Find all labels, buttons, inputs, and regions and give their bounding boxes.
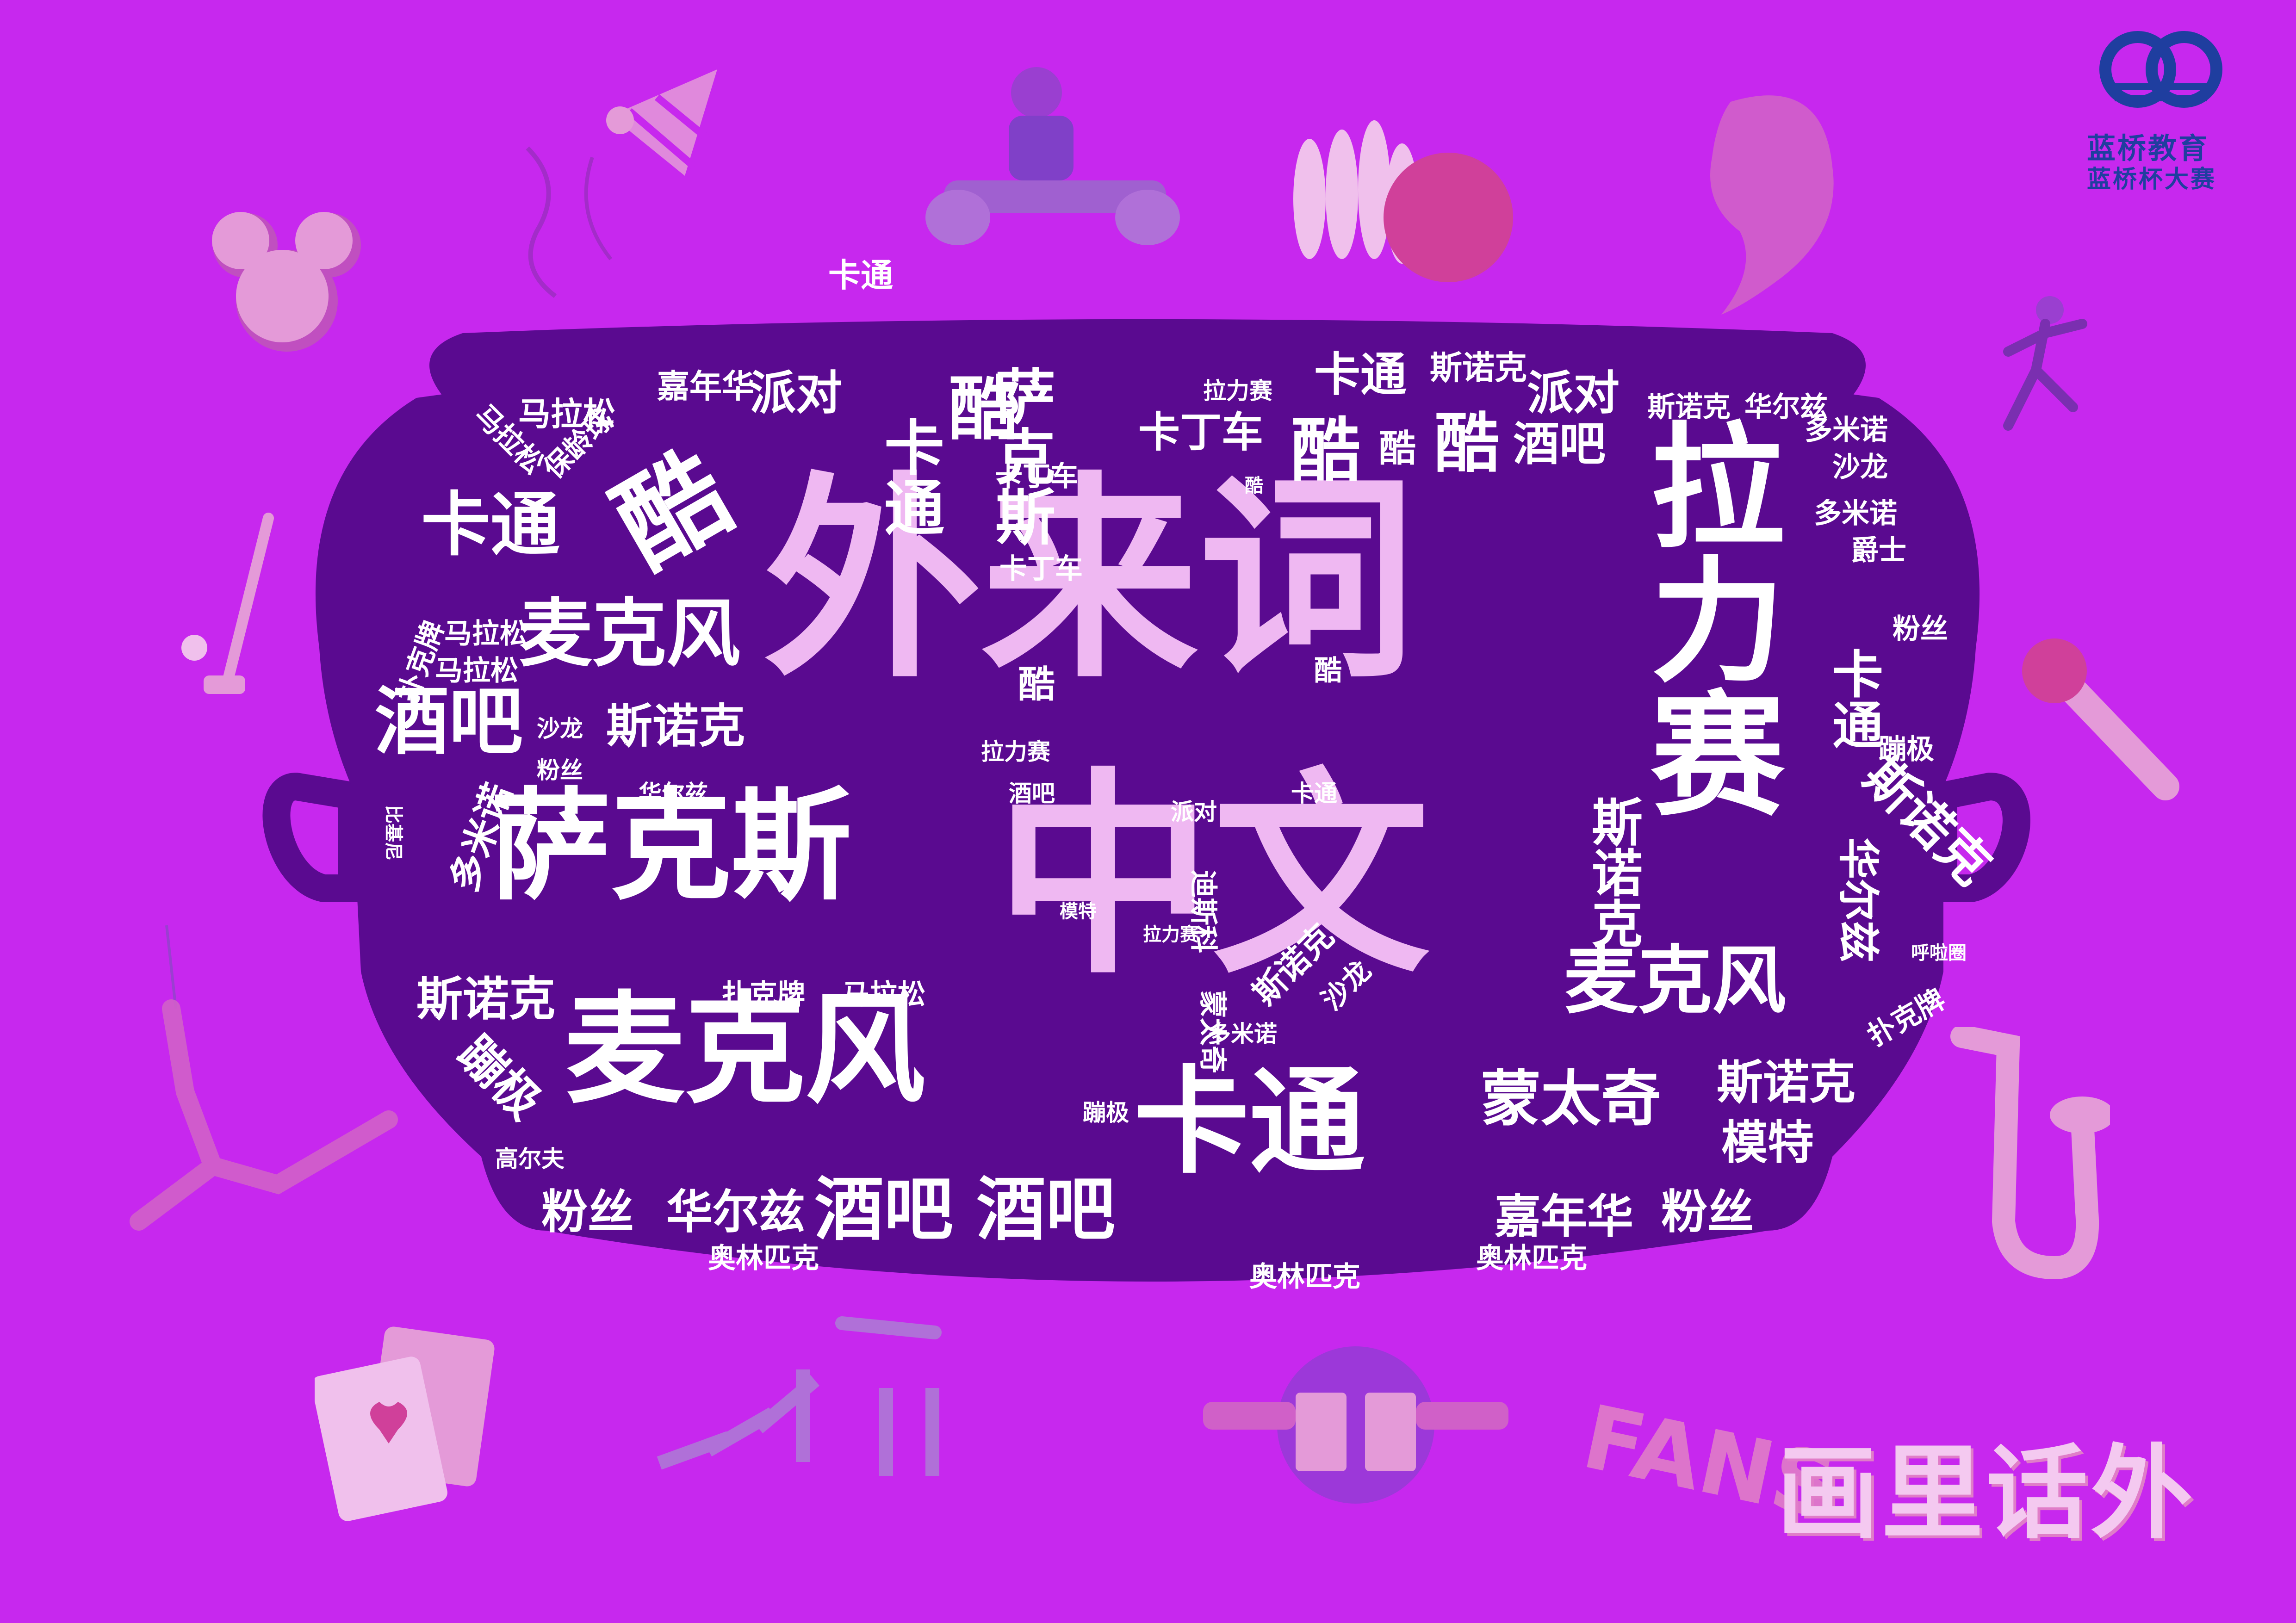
golf-club-icon — [181, 513, 274, 694]
cloud-word: 模特 — [1721, 1115, 1814, 1170]
cloud-word: 沙龙 — [1832, 451, 1888, 483]
cloud-word: 粉丝 — [1661, 1185, 1754, 1239]
cloud-word: 蒙太奇 — [1196, 990, 1229, 1073]
cloud-word: 高尔夫 — [495, 1146, 565, 1172]
cloud-word: 卡通 — [1314, 347, 1407, 402]
cloud-word: 派对 — [750, 366, 842, 420]
cloud-word: 酒吧 — [1009, 780, 1055, 807]
cloud-word: 卡丁车 — [995, 460, 1078, 493]
cloud-word: 斯诺克 — [1583, 796, 1642, 948]
cloud-word: 卡通 — [1134, 1054, 1365, 1189]
cloud-word: 华尔兹 — [639, 780, 708, 807]
cloud-word: 蒙太奇 — [1481, 1064, 1662, 1134]
cloud-word: 马拉松 — [518, 395, 615, 433]
cloud-word: 模特 — [1060, 901, 1097, 922]
cloud-word: 奥林匹克 — [1476, 1242, 1587, 1275]
cloud-word: 中文 — [995, 750, 1430, 1003]
cloud-word: 酒吧 — [1513, 417, 1606, 471]
mickey-ears-icon — [212, 212, 361, 352]
cloud-word: 卡丁车 — [1138, 408, 1263, 457]
cloud-word: 萨克斯 — [490, 777, 851, 917]
runner-icon — [2003, 296, 2087, 431]
cloud-word: 多米诺 — [1805, 414, 1888, 446]
bowling-icon — [1293, 120, 1513, 282]
cloud-word: 派对 — [1171, 799, 1217, 825]
cloud-word: 卡通 — [1824, 648, 1883, 750]
cloud-word: 马拉松 — [444, 618, 527, 650]
cloud-word: 嘉年华 — [657, 367, 754, 405]
cloud-word: 马拉松 — [842, 979, 925, 1011]
logo-text-line2: 蓝桥杯大赛 — [2087, 166, 2217, 193]
confetti-icon — [526, 146, 613, 298]
cloud-word: 拉力赛 — [1203, 378, 1272, 404]
cloud-word: 卡通 — [874, 416, 944, 537]
cloud-word: 麦克风 — [1564, 937, 1787, 1024]
cloud-word: 奥林匹克 — [1249, 1261, 1360, 1293]
cloud-word: 酷 — [1379, 427, 1416, 470]
cloud-word: 嘉年华 — [1495, 1189, 1633, 1244]
cloud-word: 拉力赛 — [981, 738, 1050, 765]
cloud-word: 斯诺克 — [1647, 391, 1731, 423]
lanqiao-logo-icon — [2099, 31, 2222, 108]
cloud-word: 比基尼 — [383, 805, 404, 861]
cloud-word: 酒吧 — [814, 1170, 954, 1250]
cloud-word: 斯诺克 — [1717, 1055, 1855, 1109]
cloud-word: 粉丝 — [541, 1185, 634, 1239]
cloud-word: 奥林匹克 — [708, 1242, 819, 1275]
cloud-word: 派对 — [1527, 366, 1620, 420]
cloud-word: 马拉松 — [435, 655, 518, 687]
cloud-word: 华尔兹 — [1744, 391, 1828, 423]
cloud-word: 酷 — [1018, 663, 1055, 706]
cloud-word: 蹦极 — [1083, 1099, 1129, 1126]
cloud-word: 斯诺克 — [416, 972, 555, 1026]
microphone-icon — [2022, 638, 2179, 800]
cloud-word: 萨克斯 — [985, 365, 1055, 546]
cloud-word: 麦克风 — [565, 980, 925, 1120]
dominoes-icon — [657, 1316, 942, 1476]
cloud-word: 呼啦圈 — [1911, 942, 1967, 964]
logo-text-line1: 蓝桥教育 — [2087, 131, 2209, 165]
cloud-word: 酒吧 — [375, 678, 523, 765]
saxophone-icon — [1950, 1027, 2110, 1280]
cloud-word: 酷 — [1291, 411, 1361, 491]
cloud-word: 蹦极 — [1879, 733, 1934, 766]
cloud-word: 华尔兹 — [1834, 837, 1882, 962]
cloud-word: 拉力赛 — [1143, 924, 1198, 945]
cloud-word: 扑克牌 — [722, 979, 805, 1011]
cloud-word: 多米诺 — [1208, 1021, 1277, 1047]
beer-cheers-icon — [1203, 1346, 1508, 1504]
bungee-jumper-icon — [130, 925, 398, 1231]
cloud-word: 斯诺克 — [606, 699, 745, 753]
party-hat-icon — [606, 69, 717, 176]
cloud-word: 酷 — [949, 369, 1018, 450]
cloud-word: 粉丝 — [537, 757, 583, 784]
playing-cards-icon — [315, 1326, 495, 1521]
cloud-word: 卡通 — [1291, 780, 1337, 807]
cloud-word: 沙龙 — [537, 715, 583, 742]
cloud-word: 华尔兹 — [666, 1185, 805, 1239]
cloud-word: 卡通 — [828, 256, 893, 294]
cloud-word: 酷 — [1245, 475, 1263, 496]
cloud-word: 爵士 — [1851, 534, 1906, 567]
cloud-word: 粉丝 — [1893, 613, 1948, 645]
cloud-word: 麦克风 — [518, 590, 741, 677]
cloud-word: 酷 — [1434, 406, 1500, 482]
cloud-word: 卡丁车 — [999, 553, 1083, 585]
go-kart-icon — [925, 67, 1180, 245]
cloud-word: 酷 — [1314, 655, 1342, 687]
cloud-word: 多米诺 — [1814, 497, 1897, 530]
cloud-word: 外来词 — [763, 454, 1416, 707]
cloud-word: 卡通 — [421, 485, 560, 565]
woman-profile-icon — [1710, 95, 1834, 315]
brand-title: 画里话外 — [1777, 1434, 2196, 1553]
cloud-word: 拉力赛 — [1627, 416, 1783, 819]
cloud-word: 酒吧 — [976, 1170, 1116, 1250]
cloud-word: 斯诺克 — [1430, 349, 1527, 387]
